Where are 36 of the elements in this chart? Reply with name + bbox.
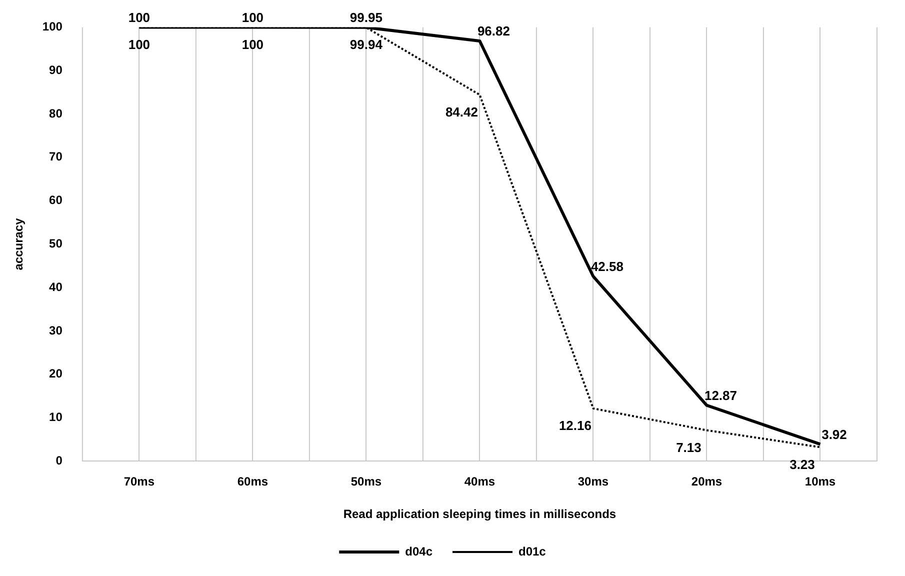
data-label: 12.16	[558, 418, 592, 434]
data-label: 100	[242, 10, 264, 25]
data-label: 7.13	[676, 440, 702, 455]
x-tick-label: 10ms	[804, 474, 836, 489]
data-label: 12.87	[704, 388, 738, 403]
y-tick-label: 90	[49, 62, 63, 77]
data-label: 100	[128, 10, 150, 25]
data-label: 99.95	[350, 10, 382, 25]
x-tick-label: 70ms	[124, 474, 155, 489]
legend-label: d04c	[405, 544, 433, 558]
data-label: 100	[242, 36, 264, 52]
y-axis-title: accuracy	[12, 218, 26, 270]
x-tick-label: 60ms	[237, 474, 268, 489]
data-label: 3.92	[822, 426, 847, 442]
data-label: 99.94	[350, 37, 384, 52]
x-axis-title: Read application sleeping times in milliseconds	[343, 507, 616, 522]
data-label: 96.82	[477, 24, 510, 39]
y-tick-label: 20	[49, 366, 63, 381]
x-tick-label: 30ms	[578, 474, 609, 489]
legend-label: d01c	[518, 544, 546, 558]
data-label: 84.42	[445, 104, 478, 120]
x-tick-label: 20ms	[691, 474, 722, 489]
y-tick-label: 10	[49, 410, 63, 424]
y-tick-label: 0	[56, 454, 63, 468]
y-tick-label: 60	[49, 193, 63, 208]
y-tick-label: 50	[49, 236, 63, 251]
y-tick-label: 80	[49, 106, 63, 120]
x-tick-label: 40ms	[464, 474, 496, 489]
y-tick-label: 100	[42, 20, 63, 34]
data-label: 100	[128, 36, 150, 52]
data-label: 42.58	[590, 258, 624, 274]
y-tick-label: 70	[49, 150, 63, 164]
data-label: 3.23	[790, 456, 815, 472]
x-tick-label: 50ms	[350, 474, 382, 489]
y-tick-label: 40	[49, 280, 63, 294]
y-tick-label: 30	[49, 323, 63, 338]
